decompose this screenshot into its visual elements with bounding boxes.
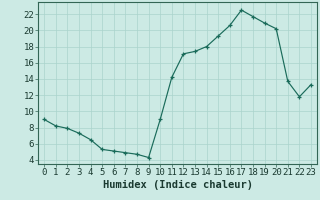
X-axis label: Humidex (Indice chaleur): Humidex (Indice chaleur) [103,180,252,190]
